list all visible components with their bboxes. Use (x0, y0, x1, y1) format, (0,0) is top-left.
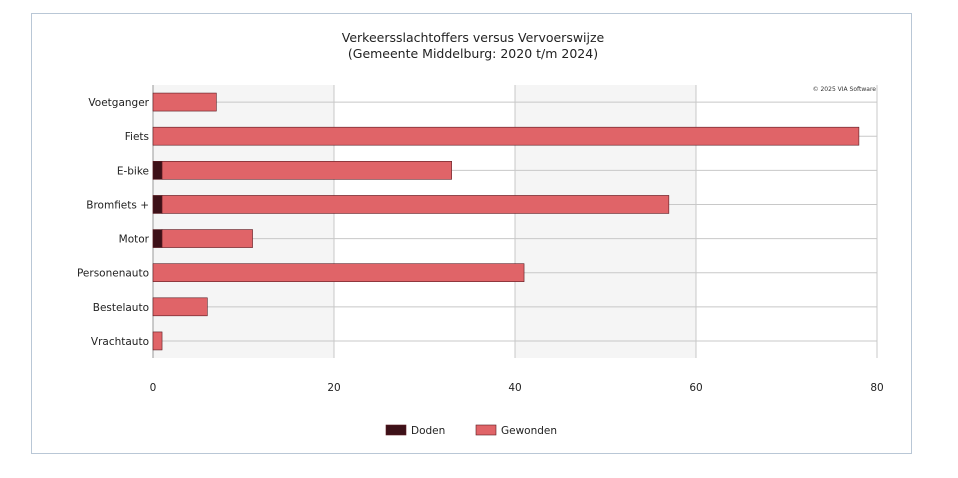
chart-title: Verkeersslachtoffers versus Vervoerswijz… (342, 30, 605, 45)
x-tick-label: 40 (508, 382, 521, 394)
bar-doden (152, 161, 163, 180)
category-label: Personenauto (77, 268, 149, 280)
plot-band (515, 85, 696, 358)
bar-gewonden (152, 92, 217, 112)
category-label: Bestelauto (93, 302, 149, 314)
bar-gewonden (152, 331, 163, 351)
x-tick-label: 20 (327, 382, 340, 394)
bar-gewonden (161, 161, 452, 180)
legend-swatch-doden (385, 424, 407, 436)
bar-doden (152, 195, 163, 214)
chart-svg: Verkeersslachtoffers versus Vervoerswijz… (77, 30, 884, 437)
x-tick-label: 0 (150, 382, 157, 394)
category-label: Motor (119, 234, 150, 246)
legend-label-gewonden: Gewonden (501, 425, 557, 437)
bar-gewonden (152, 263, 525, 282)
category-label: Voetganger (88, 97, 149, 109)
bar-gewonden (152, 297, 208, 317)
category-label: E-bike (117, 165, 149, 177)
bar-gewonden (152, 126, 860, 146)
legend-label-doden: Doden (411, 425, 445, 437)
x-tick-label: 60 (689, 382, 702, 394)
chart-subtitle: (Gemeente Middelburg: 2020 t/m 2024) (348, 46, 598, 61)
category-label: Fiets (125, 131, 149, 143)
chart-credit: © 2025 VIA Software (813, 86, 877, 93)
plot-band (153, 85, 334, 358)
legend-swatch-gewonden (475, 424, 497, 436)
category-label: Vrachtauto (91, 336, 149, 348)
x-tick-label: 80 (870, 382, 883, 394)
bar-gewonden (161, 229, 253, 248)
chart-frame: Verkeersslachtoffers versus Vervoerswijz… (31, 13, 912, 454)
category-label: Bromfiets + (86, 199, 149, 211)
bar-gewonden (161, 195, 670, 214)
bar-doden (152, 229, 163, 248)
